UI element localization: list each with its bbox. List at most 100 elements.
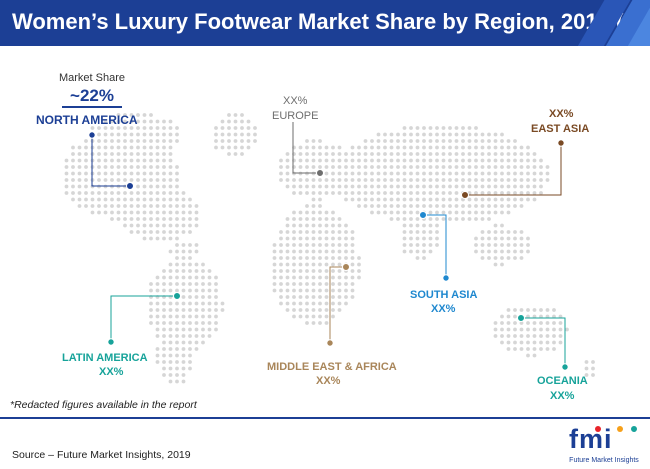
map-dot — [415, 230, 420, 234]
map-dot — [480, 256, 485, 260]
map-dot — [402, 132, 407, 137]
map-dot — [298, 223, 303, 228]
map-dot — [246, 145, 251, 150]
map-dot — [415, 139, 420, 143]
map-dot — [389, 210, 394, 215]
map-dot — [188, 288, 192, 293]
map-dot — [136, 223, 140, 228]
map-dot — [441, 158, 446, 163]
map-dot — [383, 132, 387, 137]
map-dot — [311, 308, 316, 312]
map-dot — [500, 139, 504, 143]
map-dot — [175, 262, 179, 267]
map-dot — [142, 178, 147, 182]
map-dot — [116, 210, 121, 215]
map-dot — [77, 204, 82, 208]
map-dot — [331, 223, 335, 228]
map-dot — [402, 223, 407, 228]
map-dot — [279, 236, 283, 241]
map-dot — [214, 145, 218, 150]
map-dot — [396, 158, 400, 163]
map-dot — [188, 347, 192, 351]
map-dot — [526, 347, 530, 351]
map-dot — [428, 139, 433, 143]
map-dot — [103, 210, 108, 215]
map-dot — [194, 210, 199, 215]
map-dot — [201, 314, 205, 319]
leader-marker-latin-america — [173, 292, 181, 300]
map-dot — [149, 191, 153, 195]
map-dot — [409, 249, 413, 254]
map-dot — [175, 327, 179, 332]
map-dot — [285, 282, 290, 286]
map-dot — [552, 327, 556, 332]
map-dot — [305, 282, 309, 286]
map-dot — [350, 197, 355, 202]
map-dot — [181, 288, 186, 293]
map-dot — [324, 314, 329, 319]
map-dot — [396, 217, 400, 221]
map-dot — [136, 204, 140, 208]
map-dot — [500, 249, 504, 254]
map-dot — [467, 126, 472, 130]
leader-marker-oceania — [561, 363, 569, 371]
map-dot — [331, 184, 335, 189]
map-dot — [175, 366, 179, 371]
map-dot — [318, 249, 322, 254]
map-dot — [201, 269, 205, 273]
map-dot — [467, 217, 472, 221]
map-dot — [311, 249, 316, 254]
map-dot — [168, 132, 173, 137]
map-dot — [103, 171, 108, 176]
map-dot — [175, 269, 179, 273]
map-dot — [292, 210, 296, 215]
map-dot — [474, 197, 478, 202]
map-dot — [240, 139, 244, 143]
map-dot — [584, 360, 589, 364]
map-dot — [350, 191, 355, 195]
leader-marker-latin-america — [107, 338, 115, 346]
map-dot — [428, 184, 433, 189]
map-dot — [331, 301, 335, 306]
map-dot — [103, 158, 108, 163]
map-dot — [428, 223, 433, 228]
map-dot — [376, 145, 381, 150]
map-dot — [519, 230, 524, 234]
map-dot — [506, 256, 511, 260]
map-dot — [350, 230, 355, 234]
map-dot — [526, 165, 530, 169]
map-dot — [409, 139, 413, 143]
map-dot — [129, 197, 134, 202]
map-dot — [142, 165, 147, 169]
map-dot — [474, 236, 478, 241]
map-dot — [350, 236, 355, 241]
map-dot — [103, 152, 108, 156]
map-dot — [305, 223, 309, 228]
map-dot — [298, 191, 303, 195]
map-dot — [84, 191, 88, 195]
map-dot — [415, 184, 420, 189]
map-dot — [227, 126, 231, 130]
map-dot — [149, 314, 153, 319]
map-dot — [311, 204, 316, 208]
map-dot — [422, 152, 426, 156]
europe-label: EUROPE — [272, 110, 319, 122]
map-dot — [409, 126, 413, 130]
map-dot — [305, 314, 309, 319]
map-dot — [376, 139, 381, 143]
map-dot — [402, 171, 407, 176]
map-dot — [311, 321, 316, 325]
map-dot — [532, 191, 537, 195]
map-dot — [545, 308, 550, 312]
map-dot — [162, 373, 166, 377]
map-dot — [435, 165, 439, 169]
map-dot — [461, 171, 465, 176]
map-dot — [207, 275, 212, 280]
map-dot — [233, 139, 238, 143]
map-dot — [350, 269, 355, 273]
map-dot — [513, 184, 517, 189]
map-dot — [539, 327, 543, 332]
east-asia-label: EAST ASIA — [531, 123, 590, 135]
map-dot — [513, 204, 517, 208]
map-dot — [305, 288, 309, 293]
